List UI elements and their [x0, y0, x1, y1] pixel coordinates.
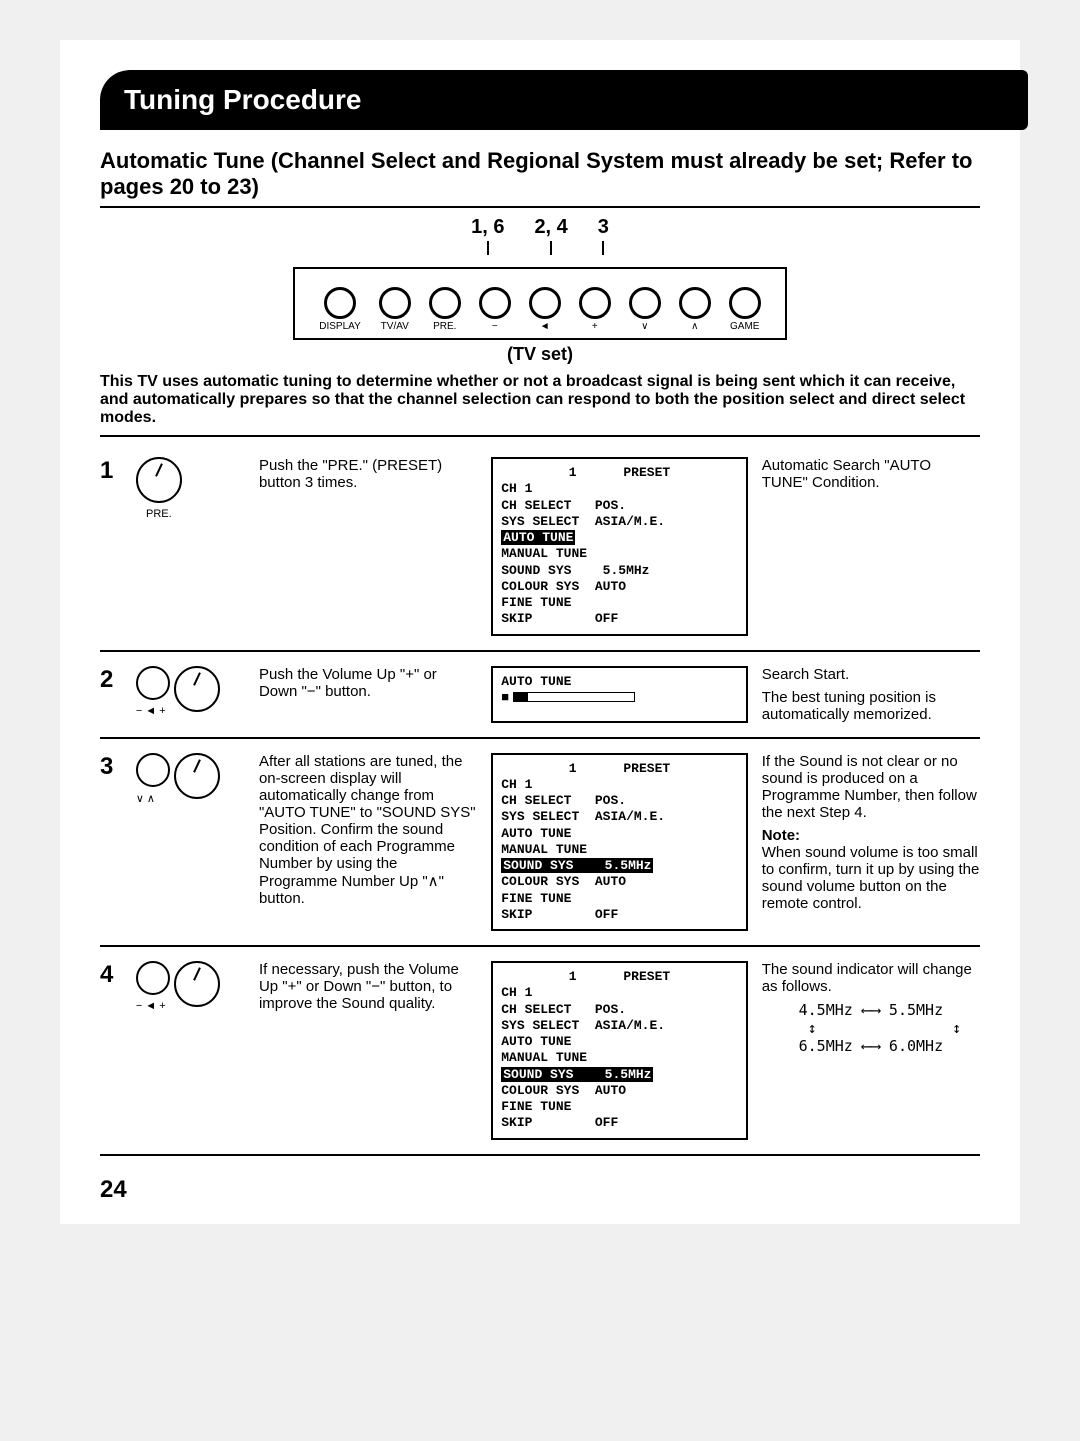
tv-button: ◄ [529, 287, 561, 332]
step-number: 2 [100, 666, 122, 723]
tv-button: ∨ [629, 287, 661, 332]
steps-list: 1PRE.Push the "PRE." (PRESET) button 3 t… [100, 443, 980, 1156]
step-row: 3∨ ∧After all stations are tuned, the on… [100, 739, 980, 948]
osd-screen: 1 PRESETCH 1CH SELECT POS.SYS SELECT ASI… [491, 457, 747, 636]
tv-button: GAME [729, 287, 761, 332]
tv-button: ∧ [679, 287, 711, 332]
tv-button: + [579, 287, 611, 332]
step-icon: ∨ ∧ [136, 753, 245, 932]
tv-button: TV/AV [379, 287, 411, 332]
step-instruction: After all stations are tuned, the on-scr… [259, 753, 477, 932]
intro-text: This TV uses automatic tuning to determi… [100, 373, 980, 437]
osd-screen: AUTO TUNE■ [491, 666, 747, 723]
section-title: Tuning Procedure [100, 70, 1028, 130]
step-note: If the Sound is not clear or no sound is… [762, 753, 980, 932]
step-number: 3 [100, 753, 122, 932]
step-note: Automatic Search "AUTO TUNE" Condition. [762, 457, 980, 636]
step-instruction: Push the "PRE." (PRESET) button 3 times. [259, 457, 477, 636]
step-row: 4− ◄ +If necessary, push the Volume Up "… [100, 947, 980, 1156]
step-icon: PRE. [136, 457, 245, 636]
step-label: 1, 6 [471, 216, 504, 239]
step-instruction: If necessary, push the Volume Up "+" or … [259, 961, 477, 1140]
step-note: Search Start.The best tuning position is… [762, 666, 980, 723]
step-row: 2− ◄ +Push the Volume Up "+" or Down "−"… [100, 652, 980, 739]
step-label: 3 [598, 216, 609, 239]
step-number: 1 [100, 457, 122, 636]
section-subtitle: Automatic Tune (Channel Select and Regio… [100, 148, 980, 208]
osd-screen: 1 PRESETCH 1CH SELECT POS.SYS SELECT ASI… [491, 961, 747, 1140]
step-label: 2, 4 [534, 216, 567, 239]
step-row: 1PRE.Push the "PRE." (PRESET) button 3 t… [100, 443, 980, 652]
tvset-diagram: 1, 6 2, 4 3 DISPLAY TV/AV PRE. − ◄ + ∨ ∧… [100, 216, 980, 365]
tv-button: − [479, 287, 511, 332]
step-icon: − ◄ + [136, 666, 245, 723]
tv-button: PRE. [429, 287, 461, 332]
osd-screen: 1 PRESETCH 1CH SELECT POS.SYS SELECT ASI… [491, 753, 747, 932]
manual-page: Tuning Procedure Automatic Tune (Channel… [60, 40, 1020, 1224]
tv-step-labels: 1, 6 2, 4 3 [100, 216, 980, 255]
step-number: 4 [100, 961, 122, 1140]
tv-panel: DISPLAY TV/AV PRE. − ◄ + ∨ ∧ GAME [293, 267, 787, 340]
tv-caption: (TV set) [100, 344, 980, 365]
step-note: The sound indicator will change as follo… [762, 961, 980, 1140]
step-instruction: Push the Volume Up "+" or Down "−" butto… [259, 666, 477, 723]
step-icon: − ◄ + [136, 961, 245, 1140]
tv-button: DISPLAY [319, 287, 361, 332]
page-number: 24 [100, 1176, 980, 1204]
